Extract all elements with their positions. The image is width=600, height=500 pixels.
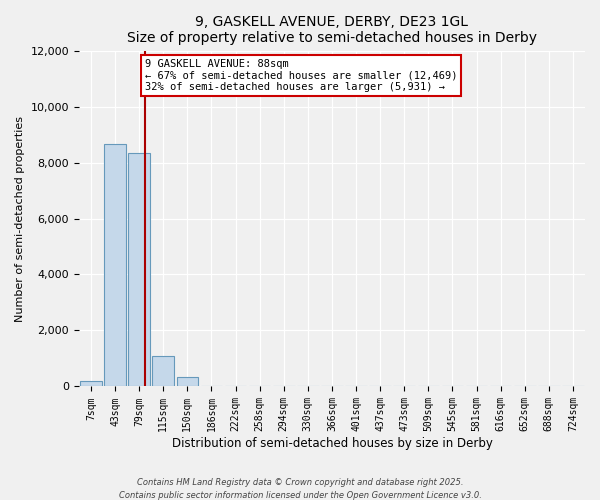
Bar: [128, 152, 150, 386]
Text: Contains HM Land Registry data © Crown copyright and database right 2025.
Contai: Contains HM Land Registry data © Crown c…: [119, 478, 481, 500]
X-axis label: Distribution of semi-detached houses by size in Derby: Distribution of semi-detached houses by …: [172, 437, 493, 450]
Bar: [152, 356, 174, 386]
Text: 9 GASKELL AVENUE: 88sqm
← 67% of semi-detached houses are smaller (12,469)
32% o: 9 GASKELL AVENUE: 88sqm ← 67% of semi-de…: [145, 59, 457, 92]
Y-axis label: Number of semi-detached properties: Number of semi-detached properties: [15, 116, 25, 322]
Bar: [104, 144, 126, 386]
Bar: [176, 377, 198, 386]
Title: 9, GASKELL AVENUE, DERBY, DE23 1GL
Size of property relative to semi-detached ho: 9, GASKELL AVENUE, DERBY, DE23 1GL Size …: [127, 15, 537, 45]
Bar: [80, 381, 102, 386]
